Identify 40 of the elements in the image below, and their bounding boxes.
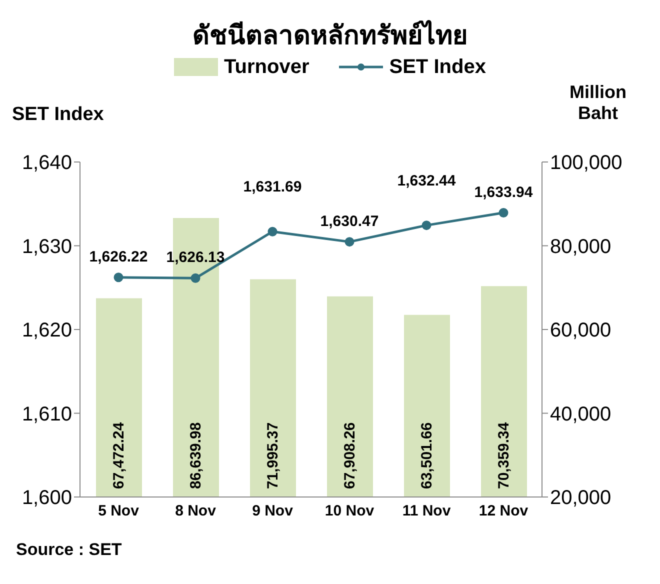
legend-label: Turnover bbox=[224, 56, 310, 78]
point bbox=[498, 208, 508, 218]
x-tick-label: 9 Nov bbox=[252, 502, 294, 520]
data-label: 1,626.13 bbox=[166, 249, 225, 266]
y2-tick-label: 40,000 bbox=[550, 403, 612, 426]
data-label: 70,359.34 bbox=[496, 422, 512, 489]
data-label: 86,639.98 bbox=[188, 422, 204, 489]
y2-axis-title: Million Baht bbox=[568, 82, 628, 124]
data-label: 1,626.22 bbox=[89, 248, 148, 266]
y-tick-label: 1,610 bbox=[22, 403, 72, 426]
point bbox=[114, 272, 124, 282]
data-label: 1,631.69 bbox=[243, 178, 302, 196]
chart-title: ดัชนีตลาดหลักทรัพย์ไทย bbox=[192, 19, 468, 52]
data-label: 67,908.26 bbox=[342, 422, 358, 489]
y-tick-label: 1,640 bbox=[22, 152, 72, 174]
point bbox=[344, 237, 354, 247]
y-tick-label: 1,600 bbox=[22, 487, 72, 510]
x-tick-label: 5 Nov bbox=[98, 502, 140, 520]
legend-label: SET Index bbox=[389, 56, 486, 78]
data-label: 63,501.66 bbox=[418, 422, 436, 489]
x-tick-label: 10 Nov bbox=[324, 502, 375, 520]
x-tick-label: 12 Nov bbox=[478, 502, 529, 520]
data-label: 67,472.24 bbox=[110, 422, 128, 489]
y2-tick-label: 100,000 bbox=[550, 152, 622, 174]
y2-tick-label: 60,000 bbox=[550, 320, 612, 342]
source-note: Source : SET bbox=[16, 540, 123, 560]
data-label: 71,995.37 bbox=[264, 422, 282, 489]
point bbox=[422, 220, 432, 230]
y2-tick-label: 20,000 bbox=[550, 487, 612, 510]
y-axis-title: SET Index bbox=[12, 104, 104, 126]
data-label: 1,632.44 bbox=[397, 172, 456, 190]
point bbox=[268, 226, 278, 236]
x-tick-label: 11 Nov bbox=[402, 502, 452, 520]
y-tick-label: 1,620 bbox=[22, 320, 72, 342]
y2-tick-label: 80,000 bbox=[550, 236, 612, 258]
x-tick-label: 8 Nov bbox=[175, 502, 217, 520]
data-label: 1,633.94 bbox=[474, 184, 534, 201]
point bbox=[190, 273, 200, 283]
data-label: 1,630.47 bbox=[320, 212, 379, 230]
y-tick-label: 1,630 bbox=[22, 236, 72, 258]
